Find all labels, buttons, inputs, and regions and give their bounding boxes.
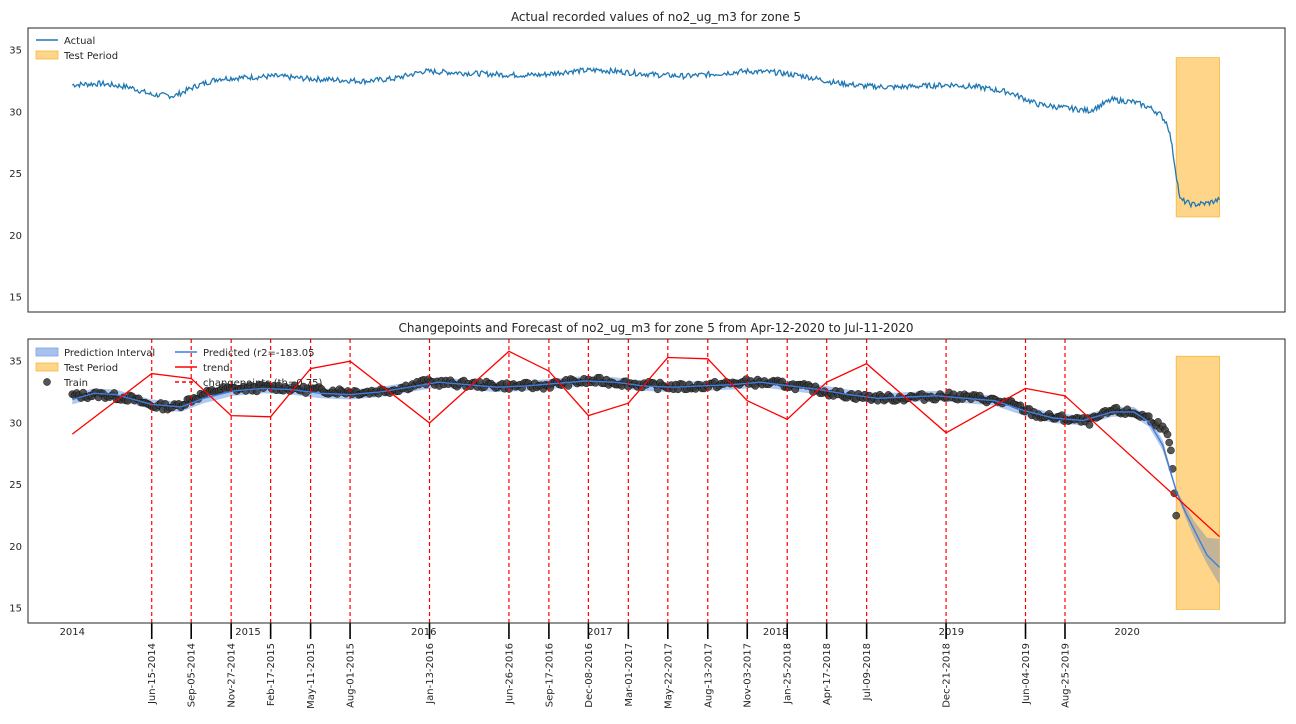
chart-2-frame xyxy=(27,338,1286,624)
chart-1-frame xyxy=(27,27,1286,313)
prediction-interval-band xyxy=(72,376,1220,585)
chart-2-title: Changepoints and Forecast of no2_ug_m3 f… xyxy=(399,321,914,335)
y-tick-label: 30 xyxy=(9,418,22,429)
y-tick-label: 15 xyxy=(9,604,22,615)
legend-prediction-interval-label: Prediction Interval xyxy=(64,348,155,359)
y-tick-label: 25 xyxy=(9,480,22,491)
legend-actual-label: Actual xyxy=(64,36,95,47)
chart-2-legend: Prediction Interval Test Period Train Pr… xyxy=(35,347,322,389)
chart-1-title: Actual recorded values of no2_ug_m3 for … xyxy=(511,10,801,24)
chart-actual: Actual recorded values of no2_ug_m3 for … xyxy=(9,10,1286,313)
train-point xyxy=(1154,418,1162,426)
chart-1-legend: Actual Test Period xyxy=(35,36,118,62)
changepoint-date-label: Apr-17-2018 xyxy=(822,643,833,705)
legend-test-period-swatch xyxy=(35,362,59,372)
train-point xyxy=(564,382,573,390)
y-tick-label: 20 xyxy=(9,542,22,553)
train-point xyxy=(1172,511,1180,520)
x-tick-label: 2015 xyxy=(235,627,260,638)
series-actual-line xyxy=(72,66,1221,209)
train-point xyxy=(1163,430,1172,439)
x-tick-label: 2014 xyxy=(60,627,85,638)
changepoint-date-label: Jun-04-2019 xyxy=(1021,643,1032,705)
train-point xyxy=(1085,421,1094,429)
y-tick-label: 35 xyxy=(9,46,22,57)
legend-predicted-label: Predicted (r2=-183.05 xyxy=(203,348,314,359)
x-tick-label: 2016 xyxy=(411,627,436,638)
changepoint-date-label: Jun-26-2016 xyxy=(504,643,515,705)
legend-prediction-interval-swatch xyxy=(35,347,59,357)
chart-forecast: Changepoints and Forecast of no2_ug_m3 f… xyxy=(9,321,1286,709)
legend-test-period-swatch xyxy=(35,50,59,60)
train-point xyxy=(1167,446,1175,455)
y-tick-label: 25 xyxy=(9,169,22,180)
x-tick-label: 2020 xyxy=(1114,627,1139,638)
legend-trend-label: trend xyxy=(203,363,230,374)
legend-train-swatch xyxy=(43,378,51,386)
changepoint-date-label: Aug-13-2017 xyxy=(703,643,714,708)
changepoint-date-label: Aug-25-2019 xyxy=(1060,643,1071,708)
series-predicted-line xyxy=(72,380,1220,568)
legend-test-period-label: Test Period xyxy=(63,363,118,374)
x-tick-label: 2018 xyxy=(763,627,788,638)
changepoint-date-label: Feb-17-2015 xyxy=(266,643,277,706)
changepoint-date-label: Jul-09-2018 xyxy=(862,643,873,701)
test-period-band xyxy=(1175,57,1220,218)
legend-train-label: Train xyxy=(63,378,88,389)
forecast-interval-band xyxy=(1162,440,1220,585)
changepoint-date-label: Aug-01-2015 xyxy=(346,643,357,708)
changepoint-date-label: Jun-15-2014 xyxy=(147,643,158,705)
changepoint-date-label: May-11-2015 xyxy=(306,643,317,709)
train-point xyxy=(1165,438,1173,447)
y-tick-label: 35 xyxy=(9,357,22,368)
changepoint-date-label: Sep-05-2014 xyxy=(187,643,198,707)
changepoint-date-label: Jan-13-2016 xyxy=(425,643,436,705)
legend-test-period-label: Test Period xyxy=(63,51,118,62)
changepoint-date-label: Mar-01-2017 xyxy=(624,643,635,707)
changepoint-date-label: Dec-21-2018 xyxy=(942,643,953,708)
y-tick-label: 20 xyxy=(9,231,22,242)
changepoint-date-label: May-22-2017 xyxy=(663,643,674,709)
legend-changepoints-label: changepoints (th=0.75) xyxy=(203,378,322,389)
changepoint-date-label: Sep-17-2016 xyxy=(544,643,555,707)
changepoint-date-label: Jan-25-2018 xyxy=(783,643,794,705)
changepoint-date-label: Dec-08-2016 xyxy=(584,643,595,708)
y-tick-label: 15 xyxy=(9,293,22,304)
changepoint-date-label: Nov-27-2014 xyxy=(227,643,238,708)
series-trend-line xyxy=(71,350,1220,538)
changepoint-date-label: Nov-03-2017 xyxy=(743,643,754,708)
y-tick-label: 30 xyxy=(9,107,22,118)
x-tick-label: 2019 xyxy=(939,627,964,638)
x-tick-label: 2017 xyxy=(587,627,612,638)
